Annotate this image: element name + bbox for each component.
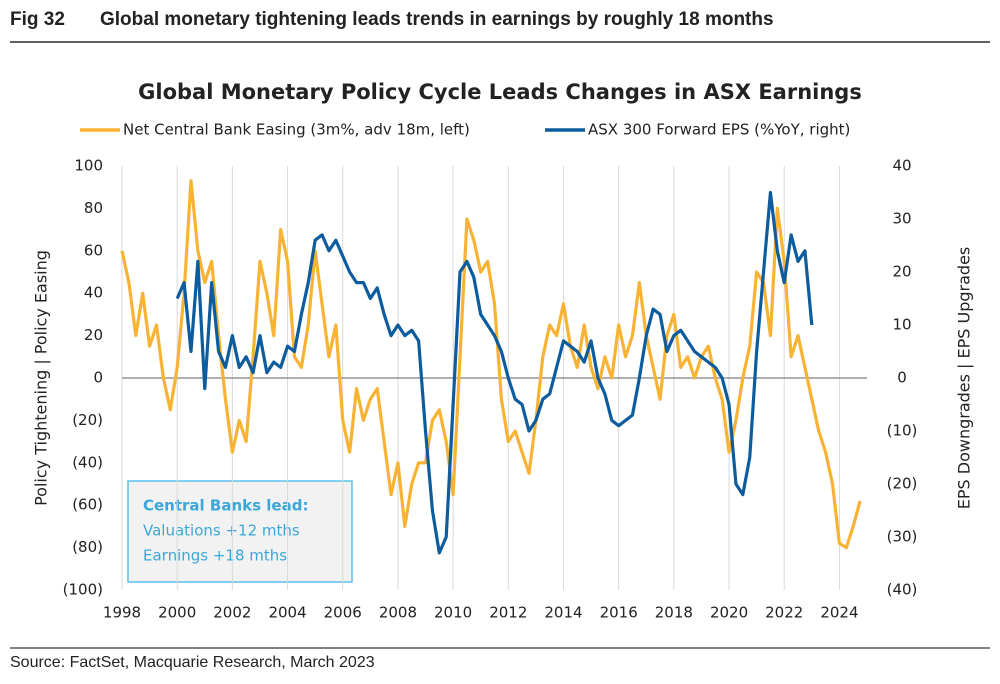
x-tick-label: 2006 — [324, 604, 362, 622]
x-tick-label: 1998 — [103, 604, 141, 622]
x-tick-label: 2018 — [655, 604, 693, 622]
y2-tick-label: 20 — [892, 263, 911, 281]
y-tick-label: 0 — [93, 369, 103, 387]
annotation-line: Valuations +12 mths — [143, 522, 300, 540]
y2-tick-label: (10) — [887, 422, 918, 440]
y-tick-label: (20) — [72, 411, 103, 429]
x-tick-label: 2002 — [213, 604, 251, 622]
annotation-box — [127, 480, 353, 583]
y2-tick-label: 30 — [892, 210, 911, 228]
y-tick-label: (40) — [72, 453, 103, 471]
y-tick-label: 100 — [74, 157, 103, 175]
source: Source: FactSet, Macquarie Research, Mar… — [10, 654, 375, 671]
series-line — [175, 190, 814, 555]
y-tick-label: 80 — [84, 199, 103, 217]
legend-label: ASX 300 Forward EPS (%YoY, right) — [588, 121, 850, 139]
y2-tick-label: (20) — [887, 475, 918, 493]
y2-tick-label: 40 — [892, 157, 911, 175]
y2-tick-label: (40) — [887, 581, 918, 599]
x-tick-label: 2016 — [600, 604, 638, 622]
x-tick-label: 2010 — [434, 604, 472, 622]
annotation-line: Earnings +18 mths — [143, 547, 287, 565]
y-tick-label: 40 — [84, 284, 103, 302]
annotation-heading: Central Banks lead: — [143, 497, 308, 515]
y-axis-label: Policy Tightening | Policy Easing — [32, 250, 51, 506]
series-line — [120, 179, 862, 550]
x-tick-label: 2008 — [379, 604, 417, 622]
legend-label: Net Central Bank Easing (3m%, adv 18m, l… — [123, 121, 470, 139]
x-tick-label: 2020 — [710, 604, 748, 622]
chart-title: Global Monetary Policy Cycle Leads Chang… — [138, 80, 862, 104]
y2-tick-label: 0 — [897, 369, 907, 387]
x-tick-label: 2012 — [489, 604, 527, 622]
x-tick-label: 2014 — [544, 604, 582, 622]
y-tick-label: 60 — [84, 241, 103, 259]
figure-label: Fig 32 — [10, 9, 65, 30]
figure-title: Global monetary tightening leads trends … — [100, 9, 774, 30]
x-tick-label: 2000 — [158, 604, 196, 622]
y-tick-label: 20 — [84, 326, 103, 344]
y2-tick-label: (30) — [887, 528, 918, 546]
y-tick-label: (60) — [72, 496, 103, 514]
plot — [120, 166, 867, 590]
x-tick-label: 2004 — [268, 604, 306, 622]
x-tick-label: 2024 — [820, 604, 858, 622]
y-tick-label: (100) — [63, 581, 103, 599]
x-tick-label: 2022 — [765, 604, 803, 622]
y2-tick-label: 10 — [892, 316, 911, 334]
y-tick-label: (80) — [72, 538, 103, 556]
y2-axis-label: EPS Downgrades | EPS Upgrades — [955, 247, 974, 510]
